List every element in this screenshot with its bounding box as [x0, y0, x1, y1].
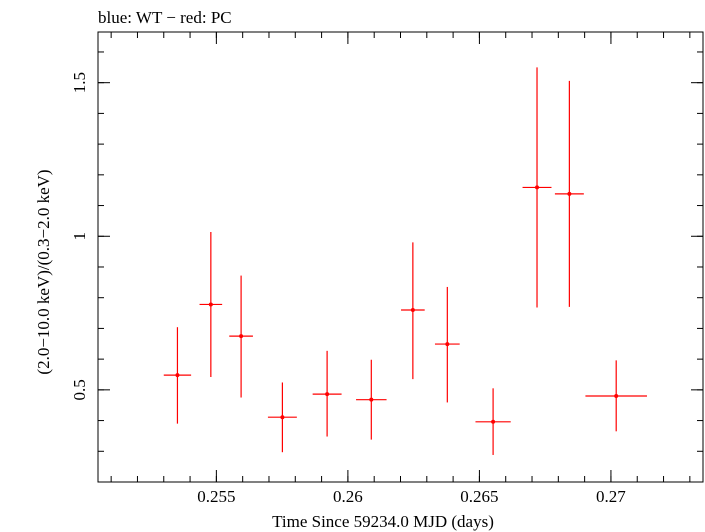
y-tick-label: 0.5 — [70, 379, 89, 400]
data-marker — [410, 307, 415, 312]
x-tick-label: 0.26 — [333, 487, 363, 506]
data-points — [163, 67, 647, 455]
y-axis-label: (2.0−10.0 keV)/(0.3−2.0 keV) — [34, 169, 53, 374]
data-marker — [535, 185, 540, 190]
x-axis-label: Time Since 59234.0 MJD (days) — [272, 512, 494, 531]
data-point — [585, 360, 647, 432]
y-tick-label: 1 — [70, 232, 89, 241]
data-point — [199, 231, 223, 377]
y-tick-label: 1.5 — [70, 72, 89, 93]
x-tick-label: 0.27 — [596, 487, 626, 506]
data-marker — [369, 397, 374, 402]
data-point — [356, 359, 387, 440]
data-point — [267, 382, 297, 453]
axis-tick-labels: 0.255 0.26 0.265 0.27 0.5 1 1.5 — [70, 72, 626, 506]
data-marker — [325, 392, 330, 397]
data-marker — [567, 191, 572, 196]
data-marker — [175, 373, 180, 378]
data-marker — [208, 302, 213, 307]
x-tick-label: 0.255 — [197, 487, 235, 506]
data-point — [312, 350, 342, 437]
plot-frame — [97, 31, 704, 483]
data-point — [434, 286, 460, 403]
data-marker — [491, 419, 496, 424]
data-point — [554, 80, 584, 307]
x-tick-label: 0.265 — [460, 487, 498, 506]
axis-ticks — [98, 32, 703, 483]
data-marker — [445, 342, 450, 347]
data-marker — [614, 393, 619, 398]
data-point — [401, 242, 425, 380]
data-point — [163, 327, 192, 424]
data-point — [475, 388, 511, 455]
chart-title: blue: WT − red: PC — [98, 8, 232, 27]
data-marker — [239, 334, 244, 339]
data-marker — [280, 415, 285, 420]
data-point — [522, 67, 552, 308]
data-point — [229, 275, 253, 398]
